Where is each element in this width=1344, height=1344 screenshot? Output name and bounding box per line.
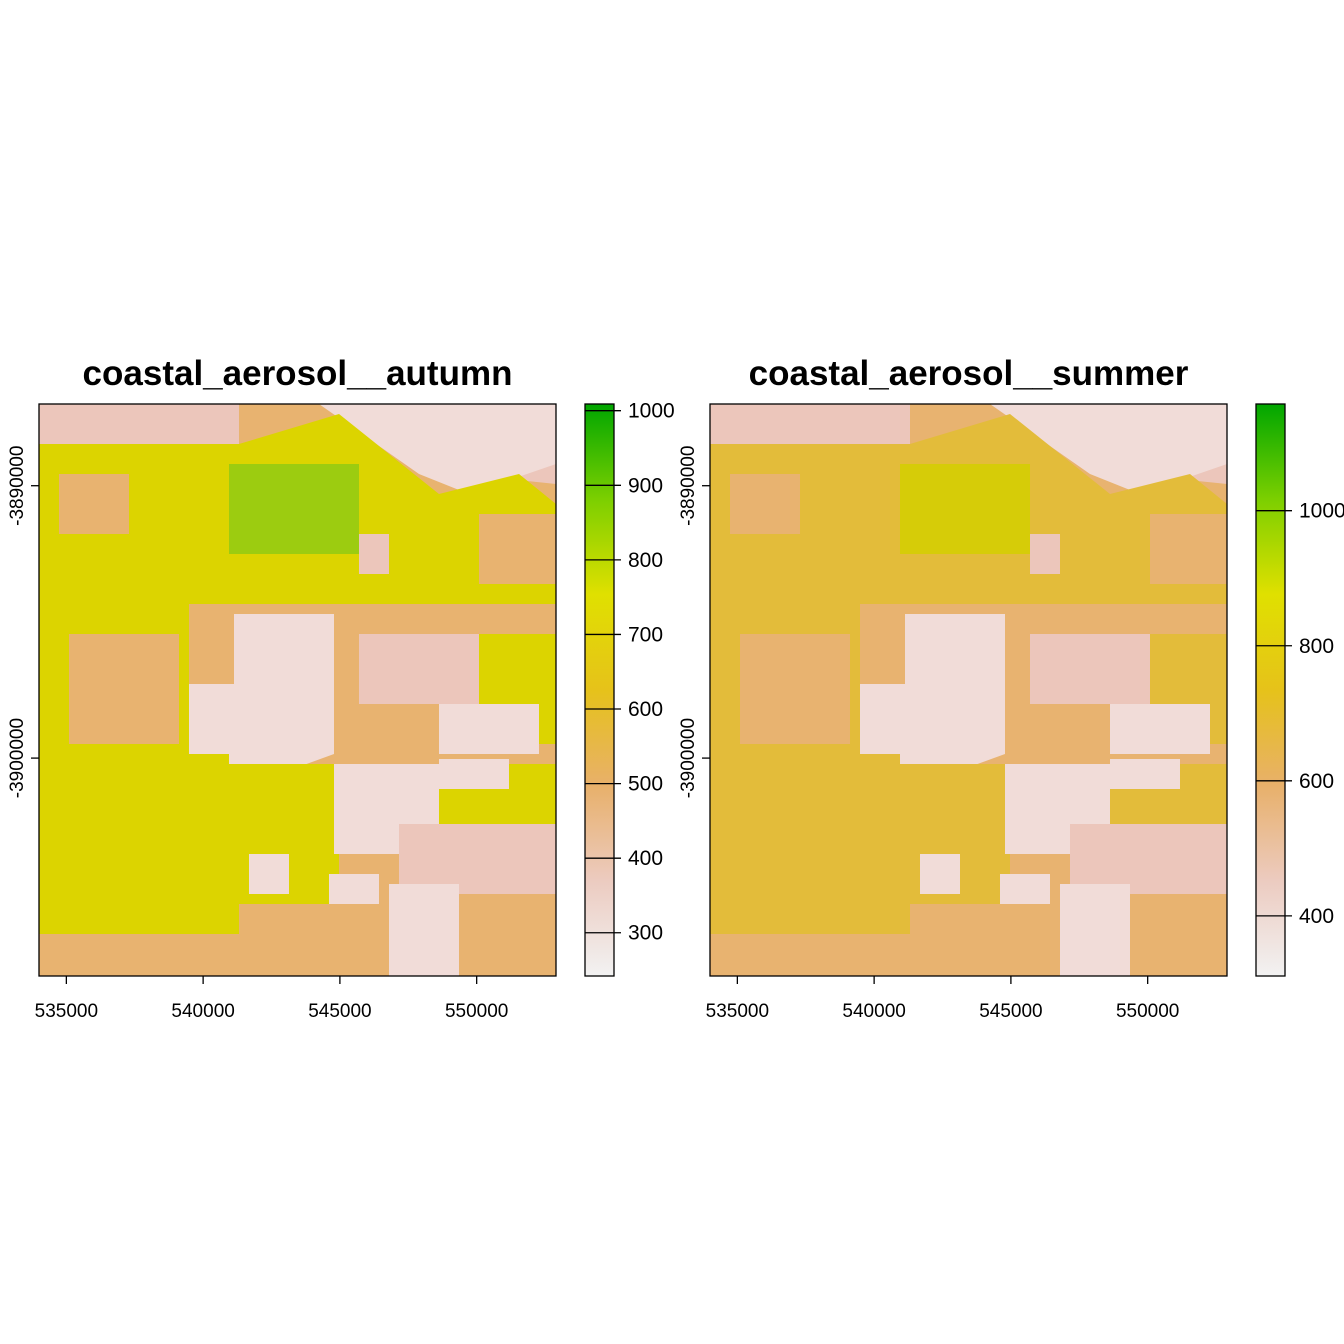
y-tick-label: -3890000 [7,446,28,526]
raster-image [39,404,556,976]
legend-tick-label: 500 [628,773,663,796]
raster-image [710,404,1227,976]
y-tick-label: -3900000 [678,718,699,798]
legend-tick-label: 800 [628,549,663,572]
legend-tick-label: 1000 [1299,500,1344,523]
x-tick-label: 545000 [979,1001,1042,1022]
x-tick-label: 540000 [842,1001,905,1022]
legend-tick-label: 600 [628,698,663,721]
legend-bar [1255,403,1286,977]
legend-tick-label: 400 [1299,905,1334,928]
chart-title: coastal_aerosol__autumn [83,354,513,393]
legend-tick-label: 800 [1299,635,1334,658]
legend-tick-label: 300 [628,922,663,945]
chart-title: coastal_aerosol__summer [749,354,1189,393]
y-tick-label: -3900000 [7,718,28,798]
legend-tick-label: 900 [628,474,663,497]
plot-frame [38,403,557,977]
x-tick-label: 545000 [308,1001,371,1022]
legend-tick-label: 1000 [628,400,675,423]
x-tick-label: 550000 [445,1001,508,1022]
x-tick-label: 540000 [171,1001,234,1022]
legend-tick-label: 600 [1299,770,1334,793]
y-tick-label: -3890000 [678,446,699,526]
plot-frame [709,403,1228,977]
x-tick-label: 550000 [1116,1001,1179,1022]
legend-tick-label: 400 [628,847,663,870]
x-tick-label: 535000 [35,1001,98,1022]
legend-tick-label: 700 [628,623,663,646]
x-tick-label: 535000 [706,1001,769,1022]
legend-bar [584,403,615,977]
